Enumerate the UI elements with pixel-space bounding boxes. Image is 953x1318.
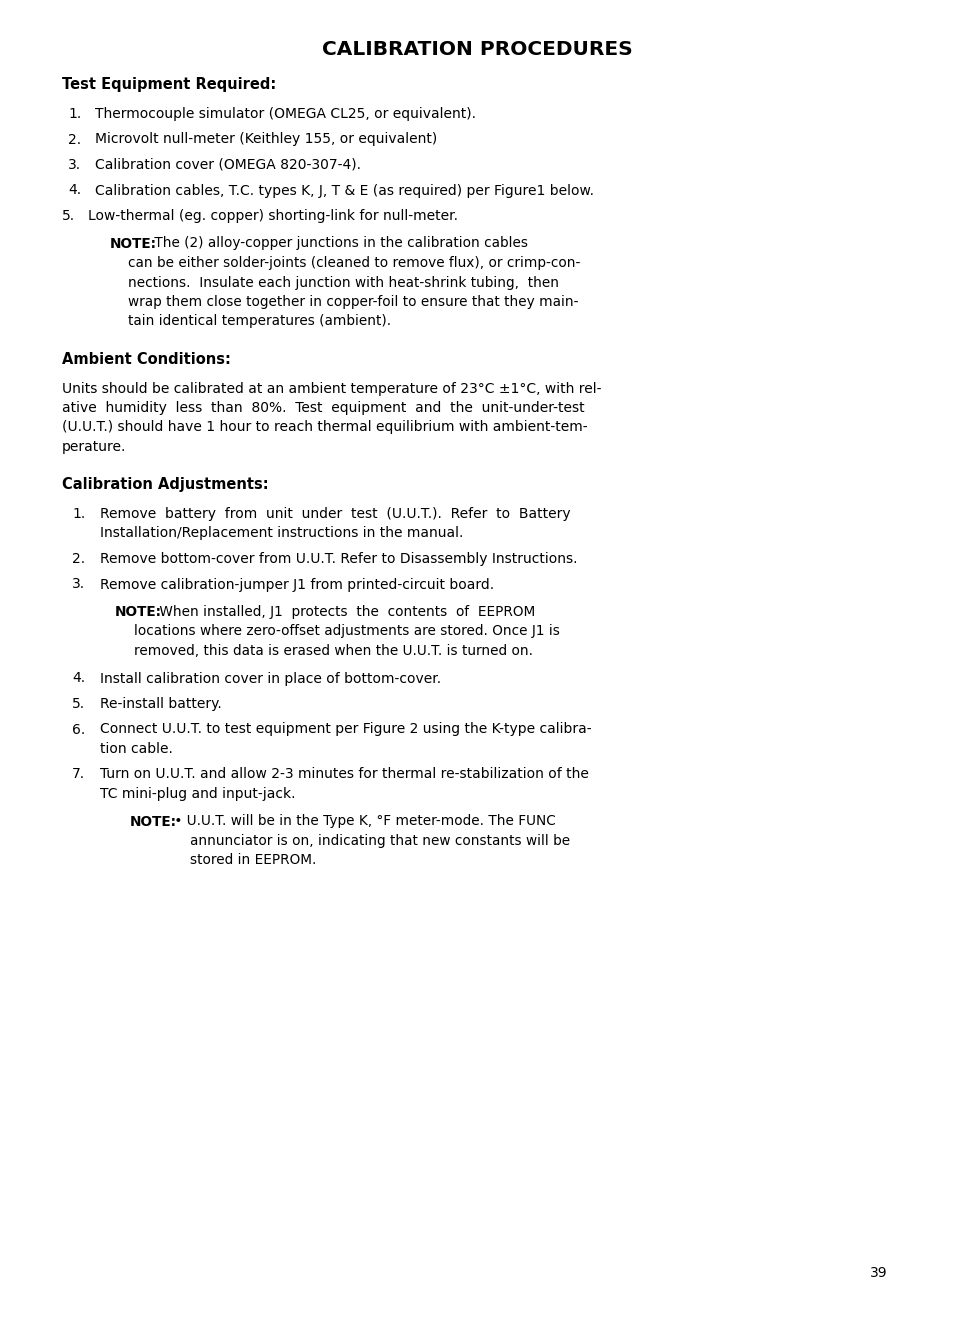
Text: Install calibration cover in place of bottom-cover.: Install calibration cover in place of bo… [100, 671, 440, 685]
Text: Re-install battery.: Re-install battery. [100, 697, 221, 710]
Text: NOTE:: NOTE: [130, 815, 177, 829]
Text: Low-thermal (eg. copper) shorting-link for null-meter.: Low-thermal (eg. copper) shorting-link f… [88, 210, 457, 223]
Text: 5.: 5. [71, 697, 85, 710]
Text: NOTE:: NOTE: [115, 605, 162, 619]
Text: 3.: 3. [68, 158, 81, 173]
Text: locations where zero-offset adjustments are stored. Once J1 is: locations where zero-offset adjustments … [133, 625, 559, 638]
Text: perature.: perature. [62, 440, 126, 453]
Text: Turn on U.U.T. and allow 2-3 minutes for thermal re-stabilization of the: Turn on U.U.T. and allow 2-3 minutes for… [100, 767, 588, 782]
Text: 39: 39 [869, 1267, 887, 1280]
Text: TC mini-plug and input-jack.: TC mini-plug and input-jack. [100, 787, 295, 801]
Text: Remove  battery  from  unit  under  test  (U.U.T.).  Refer  to  Battery: Remove battery from unit under test (U.U… [100, 507, 570, 521]
Text: Ambient Conditions:: Ambient Conditions: [62, 352, 231, 366]
Text: can be either solder-joints (cleaned to remove flux), or crimp-con-: can be either solder-joints (cleaned to … [128, 256, 579, 270]
Text: When installed, J1  protects  the  contents  of  EEPROM: When installed, J1 protects the contents… [154, 605, 535, 619]
Text: ative  humidity  less  than  80%.  Test  equipment  and  the  unit-under-test: ative humidity less than 80%. Test equip… [62, 401, 584, 415]
Text: tion cable.: tion cable. [100, 742, 172, 757]
Text: 1.: 1. [68, 107, 81, 121]
Text: 4.: 4. [71, 671, 85, 685]
Text: Microvolt null-meter (Keithley 155, or equivalent): Microvolt null-meter (Keithley 155, or e… [95, 133, 436, 146]
Text: Calibration Adjustments:: Calibration Adjustments: [62, 477, 269, 493]
Text: 7.: 7. [71, 767, 85, 782]
Text: 3.: 3. [71, 577, 85, 592]
Text: NOTE:: NOTE: [110, 236, 157, 250]
Text: Connect U.U.T. to test equipment per Figure 2 using the K-type calibra-: Connect U.U.T. to test equipment per Fig… [100, 722, 591, 737]
Text: 2.: 2. [68, 133, 81, 146]
Text: The (2) alloy-copper junctions in the calibration cables: The (2) alloy-copper junctions in the ca… [150, 236, 527, 250]
Text: annunciator is on, indicating that new constants will be: annunciator is on, indicating that new c… [190, 834, 570, 847]
Text: nections.  Insulate each junction with heat-shrink tubing,  then: nections. Insulate each junction with he… [128, 275, 558, 290]
Text: Calibration cover (OMEGA 820-307-4).: Calibration cover (OMEGA 820-307-4). [95, 158, 360, 173]
Text: 1.: 1. [71, 507, 85, 521]
Text: Calibration cables, T.C. types K, J, T & E (as required) per Figure1 below.: Calibration cables, T.C. types K, J, T &… [95, 183, 594, 198]
Text: removed, this data is erased when the U.U.T. is turned on.: removed, this data is erased when the U.… [133, 645, 533, 658]
Text: Remove bottom-cover from U.U.T. Refer to Disassembly Instructions.: Remove bottom-cover from U.U.T. Refer to… [100, 552, 577, 565]
Text: (U.U.T.) should have 1 hour to reach thermal equilibrium with ambient-tem-: (U.U.T.) should have 1 hour to reach the… [62, 420, 587, 435]
Text: Units should be calibrated at an ambient temperature of 23°C ±1°C, with rel-: Units should be calibrated at an ambient… [62, 381, 601, 395]
Text: Thermocouple simulator (OMEGA CL25, or equivalent).: Thermocouple simulator (OMEGA CL25, or e… [95, 107, 476, 121]
Text: CALIBRATION PROCEDURES: CALIBRATION PROCEDURES [321, 40, 632, 59]
Text: Remove calibration-jumper J1 from printed-circuit board.: Remove calibration-jumper J1 from printe… [100, 577, 494, 592]
Text: Installation/Replacement instructions in the manual.: Installation/Replacement instructions in… [100, 526, 463, 540]
Text: 5.: 5. [62, 210, 75, 223]
Text: 4.: 4. [68, 183, 81, 198]
Text: tain identical temperatures (ambient).: tain identical temperatures (ambient). [128, 315, 391, 328]
Text: 2.: 2. [71, 552, 85, 565]
Text: 6.: 6. [71, 722, 85, 737]
Text: stored in EEPROM.: stored in EEPROM. [190, 854, 316, 867]
Text: Test Equipment Required:: Test Equipment Required: [62, 78, 276, 92]
Text: • U.U.T. will be in the Type K, °F meter-mode. The FUNC: • U.U.T. will be in the Type K, °F meter… [170, 815, 556, 829]
Text: wrap them close together in copper-foil to ensure that they main-: wrap them close together in copper-foil … [128, 295, 578, 308]
